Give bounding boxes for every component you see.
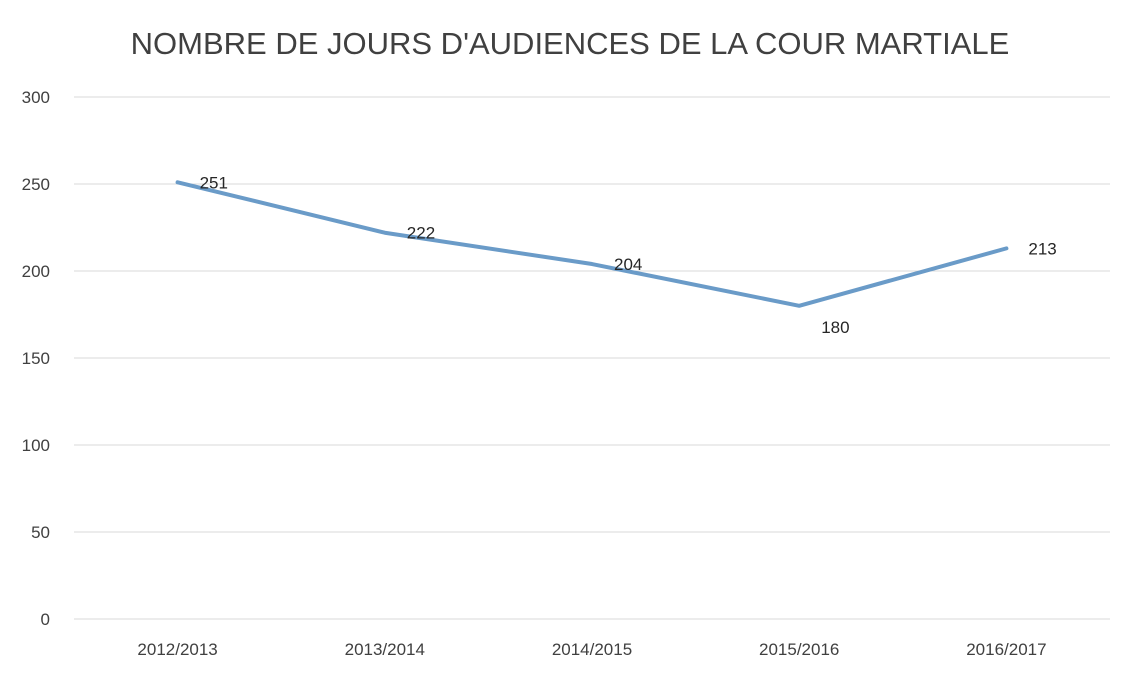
y-axis: 0 50 100 150 200 250 300 [22, 88, 50, 629]
chart-title: NOMBRE DE JOURS D'AUDIENCES DE LA COUR M… [131, 26, 1010, 61]
y-tick-label: 150 [22, 349, 50, 368]
data-label: 213 [1028, 239, 1056, 258]
x-tick-label: 2016/2017 [966, 640, 1046, 659]
data-label: 222 [407, 224, 435, 243]
y-tick-label: 0 [41, 610, 50, 629]
data-label: 251 [200, 173, 228, 192]
x-axis: 2012/2013 2013/2014 2014/2015 2015/2016 2016… [137, 640, 1046, 659]
x-tick-label: 2015/2016 [759, 640, 839, 659]
y-tick-label: 100 [22, 436, 50, 455]
x-tick-label: 2013/2014 [345, 640, 425, 659]
series-layer [175, 180, 1009, 308]
series-line [175, 180, 1009, 308]
y-tick-label: 250 [22, 175, 50, 194]
x-tick-label: 2012/2013 [137, 640, 217, 659]
gridlines [74, 96, 1110, 620]
y-tick-label: 200 [22, 262, 50, 281]
x-tick-label: 2014/2015 [552, 640, 632, 659]
data-labels: 251 222 204 180 213 [200, 173, 1057, 337]
data-label: 180 [821, 318, 849, 337]
y-tick-label: 50 [31, 523, 50, 542]
data-label: 204 [614, 255, 642, 274]
y-tick-label: 300 [22, 88, 50, 107]
